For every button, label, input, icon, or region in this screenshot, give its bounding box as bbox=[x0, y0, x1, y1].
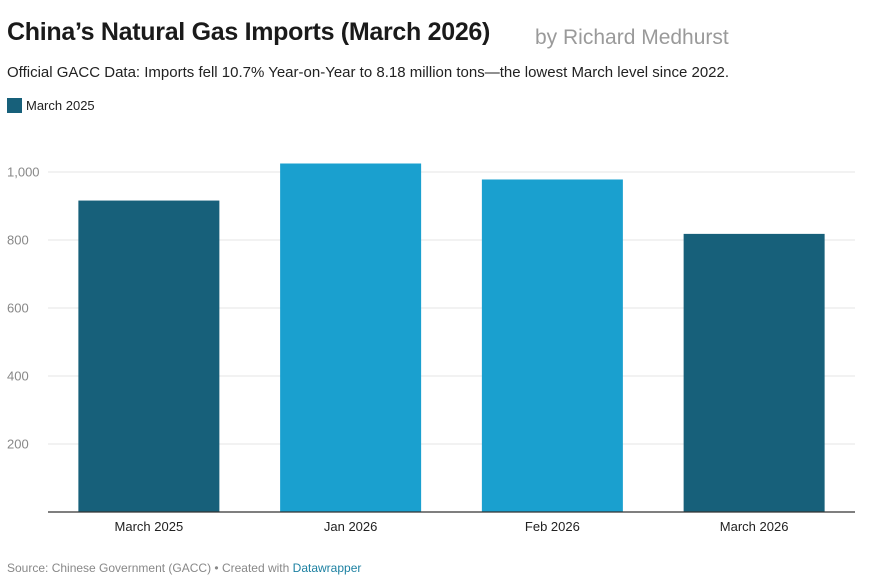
bar bbox=[683, 233, 825, 512]
bar bbox=[481, 179, 623, 513]
chart-subtitle: Official GACC Data: Imports fell 10.7% Y… bbox=[7, 64, 730, 81]
x-tick-label: Feb 2026 bbox=[525, 519, 580, 534]
y-tick-label: 800 bbox=[7, 233, 29, 248]
legend-swatch bbox=[7, 98, 22, 113]
legend-label: March 2025 bbox=[26, 98, 95, 113]
bar bbox=[78, 200, 220, 512]
chart-footer: Source: Chinese Government (GACC) • Crea… bbox=[7, 561, 361, 575]
y-tick-label: 600 bbox=[7, 301, 29, 316]
bar-chart: 200 400 600 800 1,000 March 2025 Jan 2026 Feb 2… bbox=[7, 163, 855, 534]
chart-header: China’s Natural Gas Imports (March 2026)… bbox=[7, 18, 857, 58]
y-tick-label: 400 bbox=[7, 369, 29, 384]
footer-source: Source: Chinese Government (GACC) • Crea… bbox=[7, 561, 293, 575]
x-tick-label: March 2026 bbox=[720, 519, 789, 534]
y-tick-label: 200 bbox=[7, 437, 29, 452]
chart-legend: March 2025 bbox=[7, 98, 95, 113]
chart-title: China’s Natural Gas Imports (March 2026) bbox=[7, 18, 491, 46]
x-tick-label: March 2025 bbox=[115, 519, 184, 534]
chart-byline: by Richard Medhurst bbox=[535, 26, 729, 49]
x-tick-label: Jan 2026 bbox=[324, 519, 378, 534]
bar bbox=[280, 163, 422, 512]
y-tick-label: 1,000 bbox=[7, 165, 40, 180]
footer-link[interactable]: Datawrapper bbox=[292, 561, 362, 575]
